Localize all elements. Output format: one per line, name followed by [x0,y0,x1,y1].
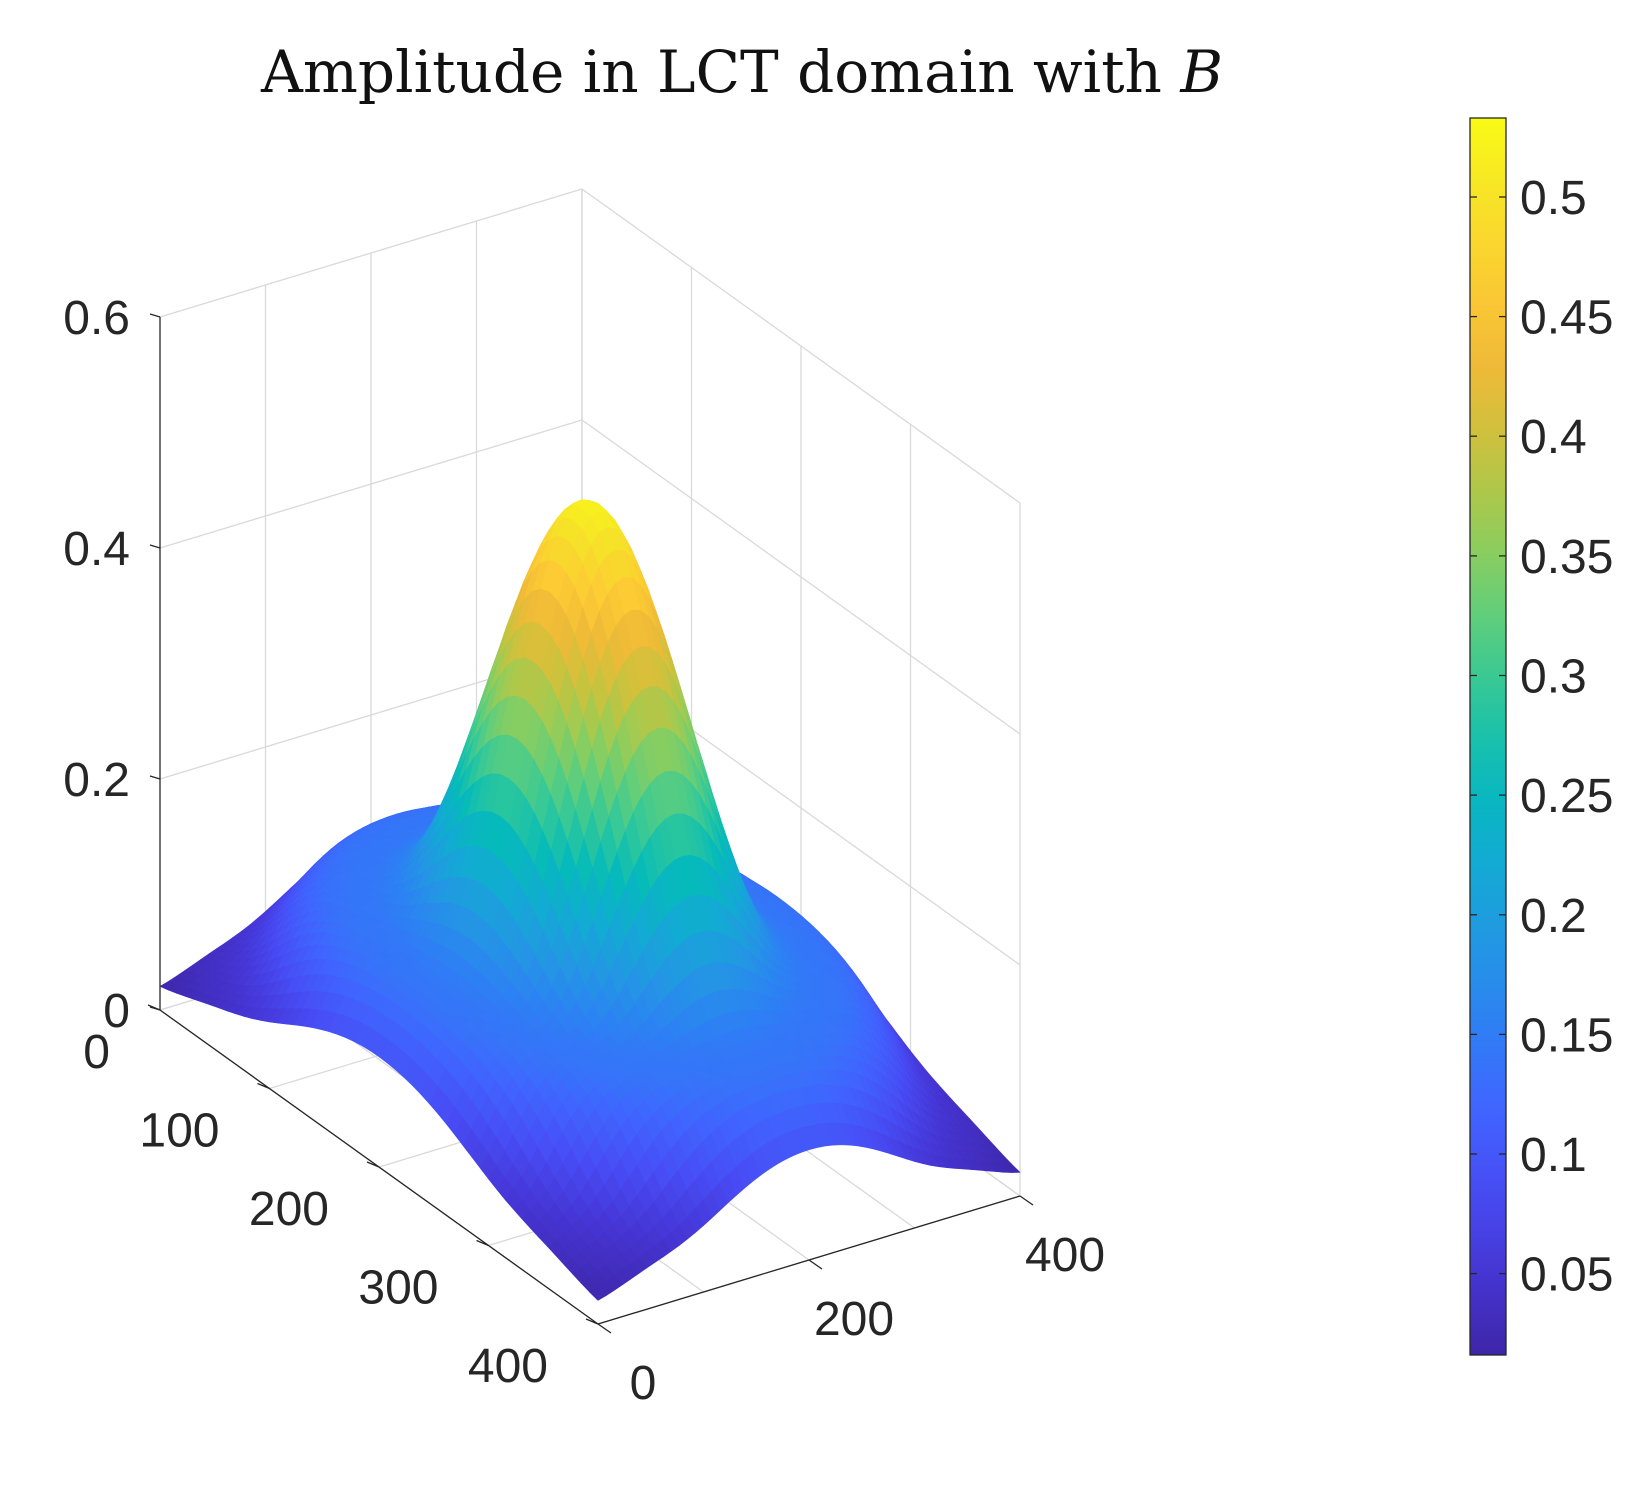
x-tick-label: 200 [814,1293,894,1346]
y-tick-mark [476,1239,489,1247]
x-tick-label: 400 [1025,1229,1105,1282]
y-tick-mark [257,1082,270,1090]
y-tick-label: 200 [249,1183,329,1236]
z-tick-mark [149,313,161,318]
colorbar-tick-label: 0.4 [1520,411,1587,464]
chart-title-text: Amplitude in LCT domain with [260,38,1180,106]
colorbar-tick-label: 0.2 [1520,890,1587,943]
colorbar-tick-label: 0.25 [1520,770,1613,823]
z-tick-mark [149,544,161,549]
colorbar-tick-label: 0.05 [1520,1249,1613,1302]
x-tick-mark [597,1323,612,1334]
x-axis-ticks: 0 200 400 [597,1195,1105,1410]
z-tick-label: 0.4 [63,523,130,576]
y-tick-mark [585,1318,599,1325]
colorbar-tick-label: 0.1 [1520,1129,1587,1182]
z-axis-ticks: 0 0.2 0.4 0.6 [63,292,161,1038]
y-tick-label: 0 [83,1026,110,1079]
chart-title: Amplitude in LCT domain with B [260,38,1223,106]
y-tick-label: 400 [468,1340,548,1393]
z-tick-label: 0.2 [63,754,130,807]
colorbar: 0.05 0.1 0.15 0.2 0.25 0.3 0.35 0.4 0.45 0.5 [1469,117,1613,1356]
colorbar-tick-label: 0.5 [1520,172,1587,225]
z-tick-label: 0 [103,985,130,1038]
y-tick-mark [366,1161,380,1168]
x-tick-label: 0 [630,1357,657,1410]
surface-mesh [159,499,1021,1301]
z-tick-label: 0.6 [63,292,130,345]
colorbar-tick-label: 0.45 [1520,292,1613,345]
y-tick-label: 300 [358,1262,438,1315]
x-tick-mark [1019,1195,1034,1206]
surface-patch [589,1286,607,1301]
colorbar-tick-label: 0.3 [1520,651,1587,704]
colorbar-frame [1469,117,1507,1356]
y-tick-label: 100 [139,1105,219,1158]
colorbar-ticks: 0.05 0.1 0.15 0.2 0.25 0.3 0.35 0.4 0.45 0.5 [1470,172,1613,1302]
z-tick-mark [149,775,161,780]
y-tick-mark [147,1004,161,1011]
y-axis-ticks: 0 100 200 300 400 [83,1004,599,1393]
colorbar-tick-label: 0.35 [1520,531,1613,584]
chart-title-symbol: B [1179,38,1223,106]
colorbar-fill [1470,118,1506,1355]
x-tick-mark [808,1259,823,1270]
colorbar-tick-label: 0.15 [1520,1009,1613,1062]
